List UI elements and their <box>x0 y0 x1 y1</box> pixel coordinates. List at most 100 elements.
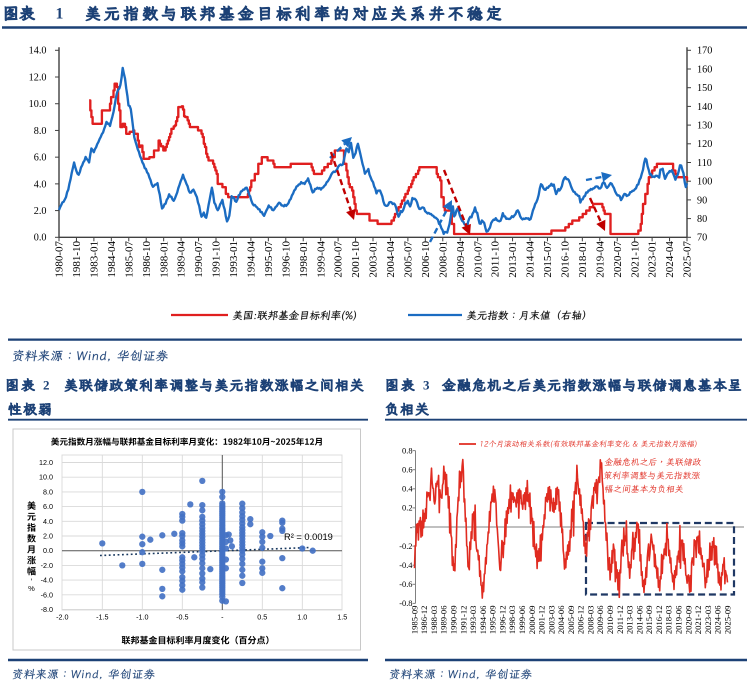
svg-text:-2.0: -2.0 <box>41 561 53 570</box>
svg-text:1996-12: 1996-12 <box>497 605 507 634</box>
svg-text:1981-10: 1981-10 <box>71 240 83 277</box>
svg-text:1984-04: 1984-04 <box>106 240 118 277</box>
svg-text:4.0: 4.0 <box>34 179 47 190</box>
svg-text:2001-10: 2001-10 <box>350 241 362 278</box>
svg-text:160: 160 <box>697 64 712 75</box>
svg-text:-2.0: -2.0 <box>56 613 68 622</box>
svg-text:1990-07: 1990-07 <box>193 241 205 278</box>
svg-text:2: 2 <box>43 378 50 393</box>
svg-text:1986-10: 1986-10 <box>141 240 153 277</box>
svg-text:14.0: 14.0 <box>29 46 47 57</box>
svg-text:2005-09: 2005-09 <box>566 606 576 635</box>
svg-text:1988-03: 1988-03 <box>429 606 439 635</box>
svg-text:0.8: 0.8 <box>402 446 412 455</box>
svg-text:2006-10: 2006-10 <box>420 240 432 277</box>
svg-text:2.0: 2.0 <box>43 532 53 541</box>
svg-text:2018-01: 2018-01 <box>577 241 589 278</box>
svg-text:1.0: 1.0 <box>297 613 307 622</box>
svg-text:2009-06: 2009-06 <box>595 605 605 634</box>
svg-text:2014-06: 2014-06 <box>634 605 644 634</box>
svg-text:%: % <box>28 584 35 593</box>
svg-text:2006-12: 2006-12 <box>576 606 586 635</box>
svg-text:1985-09: 1985-09 <box>409 606 419 635</box>
svg-text:2024-06: 2024-06 <box>713 605 723 634</box>
svg-text:-0.5: -0.5 <box>176 613 188 622</box>
svg-text:2014-04: 2014-04 <box>525 241 537 278</box>
svg-text:2024-04: 2024-04 <box>664 241 676 278</box>
svg-text:1995-07: 1995-07 <box>263 240 275 277</box>
svg-text:2004-04: 2004-04 <box>385 240 397 277</box>
svg-text:1980-07: 1980-07 <box>54 241 66 278</box>
svg-text:1986-12: 1986-12 <box>419 606 429 635</box>
svg-text:2003-03: 2003-03 <box>546 605 556 634</box>
svg-text:-: - <box>221 613 224 622</box>
svg-text:2021-12: 2021-12 <box>693 606 703 635</box>
svg-text:-1.0: -1.0 <box>136 613 148 622</box>
svg-text:1994-04: 1994-04 <box>246 241 258 278</box>
svg-text:1998-01: 1998-01 <box>298 241 310 278</box>
svg-text:2016-12: 2016-12 <box>654 605 664 634</box>
svg-text:2000-09: 2000-09 <box>527 606 537 635</box>
svg-text:1: 1 <box>56 6 64 23</box>
svg-text:-0.8: -0.8 <box>399 599 412 608</box>
svg-text:2011-12: 2011-12 <box>615 605 625 633</box>
svg-text:-0.2: -0.2 <box>399 542 412 551</box>
svg-text:1991-10: 1991-10 <box>211 241 223 278</box>
svg-text:2021-10: 2021-10 <box>629 241 641 278</box>
svg-text:1999-04: 1999-04 <box>315 241 327 278</box>
svg-text:2013-01: 2013-01 <box>507 241 519 278</box>
svg-text:170: 170 <box>697 46 712 57</box>
svg-text:10.0: 10.0 <box>39 473 53 482</box>
svg-text:2025-07: 2025-07 <box>682 241 694 278</box>
svg-text:8.0: 8.0 <box>43 487 53 496</box>
svg-text:-0.6: -0.6 <box>399 580 412 589</box>
svg-text:110: 110 <box>697 158 712 169</box>
svg-text:2005-07: 2005-07 <box>403 241 415 278</box>
svg-text:2.0: 2.0 <box>34 206 47 217</box>
svg-text:2000-07: 2000-07 <box>333 240 345 277</box>
svg-text:0.5: 0.5 <box>257 613 267 622</box>
svg-text:2010-09: 2010-09 <box>605 605 615 634</box>
svg-text:2025-09: 2025-09 <box>722 606 732 635</box>
svg-text:1989-04: 1989-04 <box>176 240 188 277</box>
svg-text:70: 70 <box>697 233 707 244</box>
svg-text:12.0: 12.0 <box>29 72 47 83</box>
svg-text:-: - <box>410 523 413 532</box>
svg-text:0.4: 0.4 <box>402 485 413 494</box>
svg-text:2020-07: 2020-07 <box>612 240 624 277</box>
svg-text:2019-06: 2019-06 <box>674 605 684 634</box>
svg-text:1998-03: 1998-03 <box>507 605 517 634</box>
svg-text:1988-01: 1988-01 <box>158 241 170 278</box>
svg-text:6.0: 6.0 <box>34 153 47 164</box>
svg-text:90: 90 <box>697 195 707 206</box>
svg-text:2008-03: 2008-03 <box>586 606 596 635</box>
svg-text:-0.4: -0.4 <box>399 561 413 570</box>
svg-text:2016-10: 2016-10 <box>560 241 572 278</box>
svg-text:2015-07: 2015-07 <box>542 240 554 277</box>
svg-text:1999-06: 1999-06 <box>517 605 527 634</box>
svg-text:1996-10: 1996-10 <box>280 241 292 278</box>
svg-text:2023-01: 2023-01 <box>647 241 659 278</box>
svg-text:2020-09: 2020-09 <box>683 606 693 635</box>
svg-text:130: 130 <box>697 121 712 132</box>
svg-text:2015-09: 2015-09 <box>644 605 654 634</box>
svg-text:10.0: 10.0 <box>29 99 47 110</box>
svg-text:2009-04: 2009-04 <box>455 240 467 277</box>
svg-text:0.0: 0.0 <box>43 546 53 555</box>
svg-text:1983-01: 1983-01 <box>89 241 101 278</box>
svg-text:12.0: 12.0 <box>39 458 53 467</box>
svg-text:-8.0: -8.0 <box>41 605 53 614</box>
svg-text:1985-07: 1985-07 <box>123 241 135 278</box>
svg-text:8.0: 8.0 <box>34 126 47 137</box>
svg-text:1993-03: 1993-03 <box>468 606 478 635</box>
svg-text:1989-06: 1989-06 <box>439 605 449 634</box>
svg-text:-1.5: -1.5 <box>96 613 108 622</box>
svg-text:2019-04: 2019-04 <box>594 241 606 278</box>
svg-text:-6.0: -6.0 <box>41 590 53 599</box>
svg-text:2010-07: 2010-07 <box>472 241 484 278</box>
svg-text:0.0: 0.0 <box>34 233 47 244</box>
svg-text:2018-03: 2018-03 <box>664 605 674 634</box>
svg-text:120: 120 <box>697 139 712 150</box>
svg-text:1993-01: 1993-01 <box>228 241 240 278</box>
svg-text:0.2: 0.2 <box>402 504 412 513</box>
